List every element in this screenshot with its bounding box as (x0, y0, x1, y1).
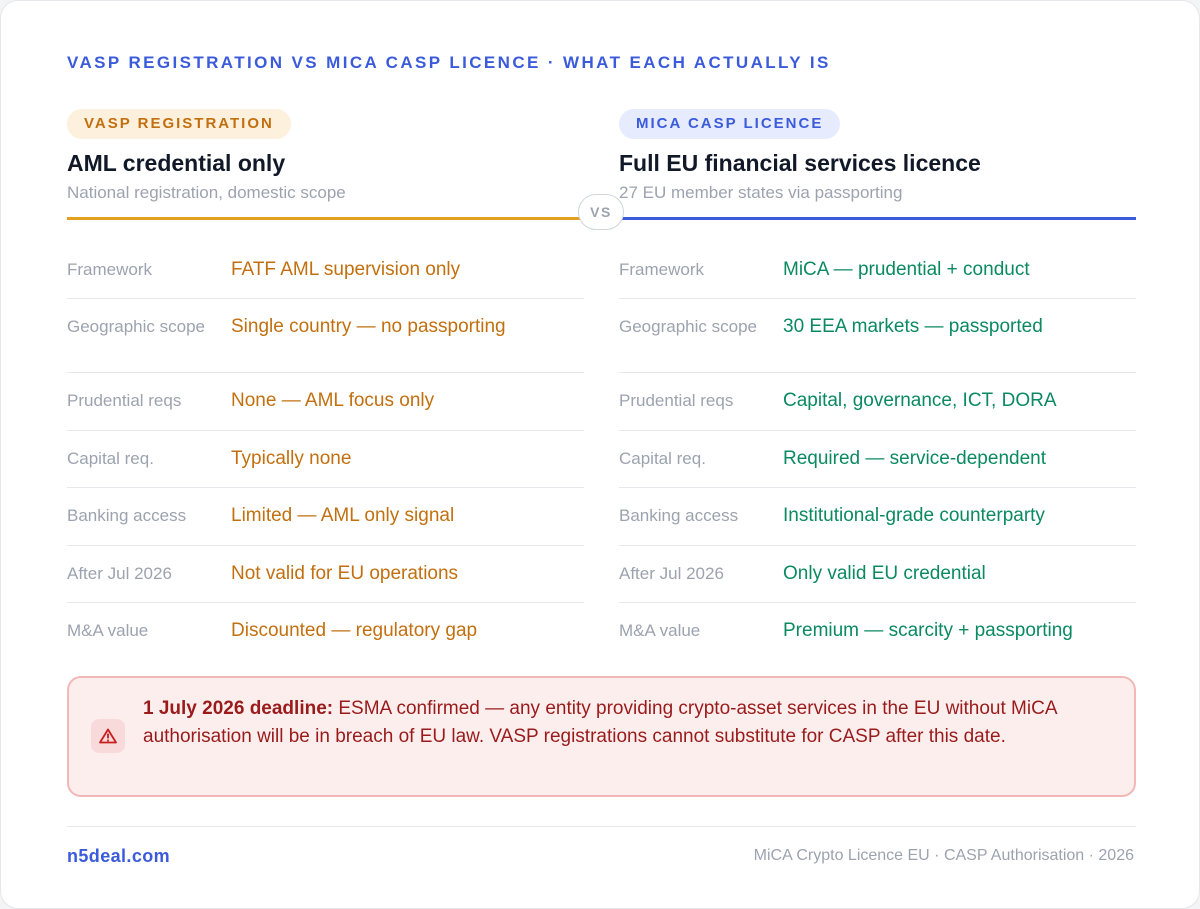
row-label: Prudential reqs (67, 391, 182, 410)
footer-divider (67, 826, 1136, 827)
table-row: M&A value Premium — scarcity + passporti… (619, 603, 1136, 660)
warning-icon (91, 719, 125, 753)
table-row: M&A value Discounted — regulatory gap (67, 603, 584, 660)
row-value: Only valid EU credential (783, 563, 986, 584)
table-row: Framework FATF AML supervision only (67, 242, 584, 299)
row-value: Single country — no passporting (231, 316, 506, 337)
table-row: After Jul 2026 Only valid EU credential (619, 546, 1136, 603)
row-label: After Jul 2026 (619, 564, 724, 583)
row-value: Institutional-grade counterparty (783, 505, 1045, 526)
row-value: Capital, governance, ICT, DORA (783, 390, 1057, 411)
row-value: Required — service-dependent (783, 448, 1046, 469)
row-label: Prudential reqs (619, 391, 734, 410)
casp-rows: Framework MiCA — prudential + conduct Ge… (619, 242, 1136, 660)
vs-badge: VS (578, 194, 624, 230)
row-label: After Jul 2026 (67, 564, 172, 583)
table-row: Capital req. Typically none (67, 431, 584, 488)
alert-body: ESMA confirmed — any entity providing cr… (143, 698, 1057, 747)
row-label: Banking access (67, 506, 187, 525)
row-value: Typically none (231, 448, 352, 469)
table-row: Banking access Limited — AML only signal (67, 488, 584, 546)
vasp-column-header: VASP REGISTRATION AML credential only Na… (67, 109, 584, 203)
row-value: Limited — AML only signal (231, 505, 455, 526)
casp-subtitle: 27 EU member states via passporting (619, 183, 903, 202)
vasp-accent-rule (67, 217, 584, 220)
row-value: Premium — scarcity + passporting (783, 620, 1073, 641)
table-row: After Jul 2026 Not valid for EU operatio… (67, 546, 584, 603)
alert-lead: 1 July 2026 deadline: (143, 698, 334, 719)
table-row: Prudential reqs None — AML focus only (67, 373, 584, 431)
vasp-rows: Framework FATF AML supervision only Geog… (67, 242, 584, 660)
page-kicker: VASP REGISTRATION VS MICA CASP LICENCE ·… (67, 53, 831, 72)
casp-column-header: MICA CASP LICENCE Full EU financial serv… (619, 109, 1136, 203)
casp-title: Full EU financial services licence (619, 150, 981, 176)
row-label: Geographic scope (619, 317, 757, 336)
row-value: Not valid for EU operations (231, 563, 459, 584)
vasp-pill: VASP REGISTRATION (67, 109, 291, 139)
row-label: Framework (67, 260, 153, 279)
row-label: M&A value (67, 621, 149, 640)
table-row: Geographic scope Single country — no pas… (67, 299, 584, 373)
row-value: None — AML focus only (231, 390, 435, 411)
row-label: M&A value (619, 621, 701, 640)
vasp-title: AML credential only (67, 150, 286, 176)
casp-pill: MICA CASP LICENCE (619, 109, 841, 139)
row-label: Capital req. (67, 449, 154, 468)
row-value: MiCA — prudential + conduct (783, 259, 1030, 280)
footer-note: MiCA Crypto Licence EU · CASP Authorisat… (753, 847, 1134, 864)
vasp-subtitle: National registration, domestic scope (67, 183, 346, 202)
row-value: FATF AML supervision only (231, 259, 461, 280)
table-row: Banking access Institutional-grade count… (619, 488, 1136, 546)
table-row: Framework MiCA — prudential + conduct (619, 242, 1136, 299)
row-value: 30 EEA markets — passported (783, 316, 1043, 337)
brand-link[interactable]: n5deal.com (67, 846, 171, 866)
row-label: Banking access (619, 506, 739, 525)
casp-accent-rule (619, 217, 1136, 220)
table-row: Geographic scope 30 EEA markets — passpo… (619, 299, 1136, 373)
table-row: Prudential reqs Capital, governance, ICT… (619, 373, 1136, 431)
table-row: Capital req. Required — service-dependen… (619, 431, 1136, 488)
row-value: Discounted — regulatory gap (231, 620, 478, 641)
row-label: Framework (619, 260, 705, 279)
row-label: Capital req. (619, 449, 706, 468)
row-label: Geographic scope (67, 317, 205, 336)
deadline-alert: 1 July 2026 deadline: ESMA confirmed — a… (67, 676, 1136, 797)
alert-message: 1 July 2026 deadline: ESMA confirmed — a… (143, 695, 1123, 750)
